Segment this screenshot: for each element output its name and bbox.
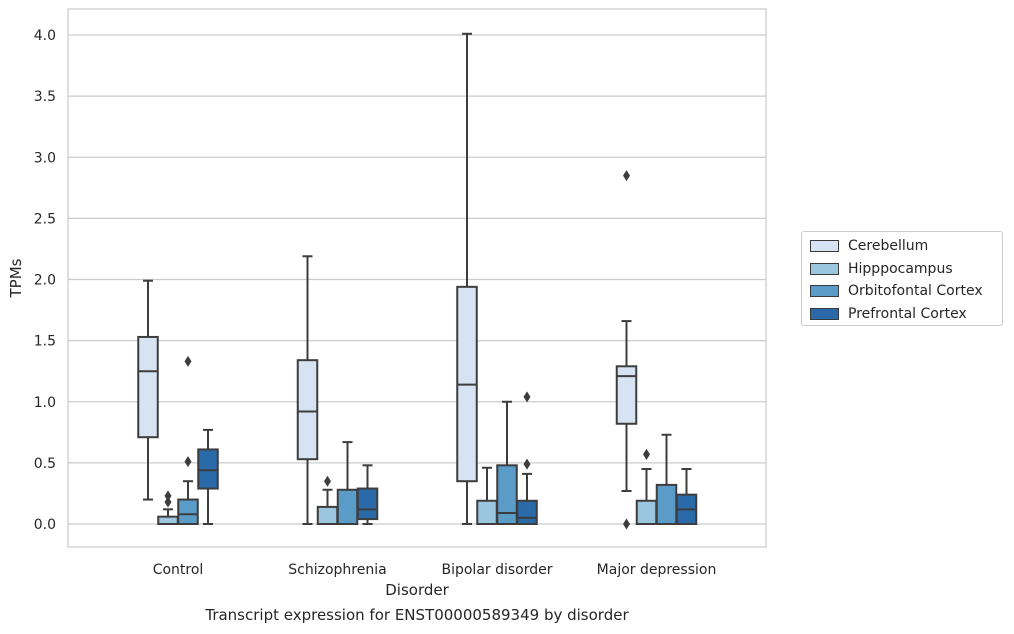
box-hipppocampus — [476, 466, 498, 525]
outlier-point — [643, 448, 650, 460]
x-tick-label: Major depression — [597, 562, 717, 578]
iqr-box — [655, 483, 678, 526]
y-axis-title: TPMs — [7, 258, 25, 298]
outlier-point — [523, 458, 531, 470]
y-tick-label: 0.0 — [34, 517, 56, 533]
box-orbitofontal-cortex — [336, 441, 359, 525]
y-tick-label: 3.0 — [34, 150, 56, 166]
legend-item: Orbitofontal Cortex — [810, 282, 983, 300]
legend-swatch — [810, 285, 839, 297]
outlier-point — [164, 490, 172, 502]
y-tick-label: 1.0 — [34, 395, 56, 411]
legend: Cerebellum Hipppocampus Orbitofontal Corte… — [801, 231, 1003, 326]
box-hipppocampus — [316, 475, 339, 526]
legend-item: Hipppocampus — [810, 260, 953, 278]
legend-swatch — [810, 307, 839, 320]
plot-frame — [67, 8, 767, 548]
iqr-box — [356, 487, 379, 521]
outlier-point — [623, 170, 630, 182]
box-plots — [137, 32, 698, 530]
x-tick-label: Bipolar disorder — [441, 562, 552, 578]
legend-item: Cerebellum — [810, 237, 928, 255]
iqr-box — [496, 464, 518, 526]
y-tick-label: 3.5 — [34, 89, 56, 105]
gridlines — [68, 34, 766, 525]
box-orbitofontal-cortex — [655, 433, 678, 526]
box-prefrontal-cortex — [675, 467, 698, 526]
outlier-point — [164, 496, 172, 508]
iqr-box — [197, 448, 219, 490]
outlier-point — [324, 475, 331, 487]
y-tick-label: 1.5 — [34, 334, 56, 350]
iqr-box — [137, 335, 159, 439]
legend-label: Hipppocampus — [848, 260, 953, 277]
iqr-box — [476, 499, 498, 525]
iqr-box — [177, 498, 199, 525]
outlier-point — [184, 355, 192, 367]
box-cerebellum — [615, 170, 638, 530]
box-orbitofontal-cortex — [177, 355, 199, 525]
box-orbitofontal-cortex — [496, 400, 518, 526]
iqr-box — [157, 515, 179, 525]
x-tick-label: Control — [153, 562, 204, 578]
x-axis-title: Disorder — [385, 581, 449, 599]
x-tick-label: Schizophrenia — [288, 562, 386, 578]
iqr-box — [615, 365, 638, 425]
chart-caption: Transcript expression for ENST0000058934… — [205, 606, 629, 624]
iqr-box — [296, 359, 319, 461]
legend-swatch — [810, 240, 839, 252]
outlier-point — [623, 518, 630, 530]
box-hipppocampus — [635, 448, 658, 525]
box-hipppocampus — [157, 490, 179, 525]
outlier-point — [184, 456, 192, 468]
legend-swatch — [810, 262, 839, 275]
y-axis-ticks: 0.0 0.5 1.0 1.5 2.0 2.5 3.0 3.5 4.0 — [34, 28, 56, 533]
legend-item: Prefrontal Cortex — [810, 305, 967, 323]
box-prefrontal-cortex — [197, 428, 219, 525]
x-axis-ticks: Control Schizophrenia Bipolar disorder Majo… — [153, 562, 717, 578]
box-prefrontal-cortex — [516, 391, 538, 525]
box-cerebellum — [456, 32, 478, 525]
iqr-box — [336, 488, 359, 525]
outlier-point — [523, 391, 531, 403]
legend-label: Prefrontal Cortex — [848, 305, 967, 322]
iqr-box — [516, 499, 538, 525]
iqr-box — [316, 505, 339, 526]
y-tick-label: 2.0 — [34, 273, 56, 289]
legend-label: Cerebellum — [848, 238, 929, 254]
iqr-box — [635, 499, 658, 525]
box-cerebellum — [296, 255, 319, 525]
y-tick-label: 4.0 — [34, 28, 56, 44]
y-tick-label: 2.5 — [34, 211, 56, 227]
y-tick-label: 0.5 — [34, 456, 56, 472]
box-cerebellum — [137, 279, 159, 501]
legend-label: Orbitofontal Cortex — [848, 283, 983, 299]
box-prefrontal-cortex — [356, 464, 379, 525]
